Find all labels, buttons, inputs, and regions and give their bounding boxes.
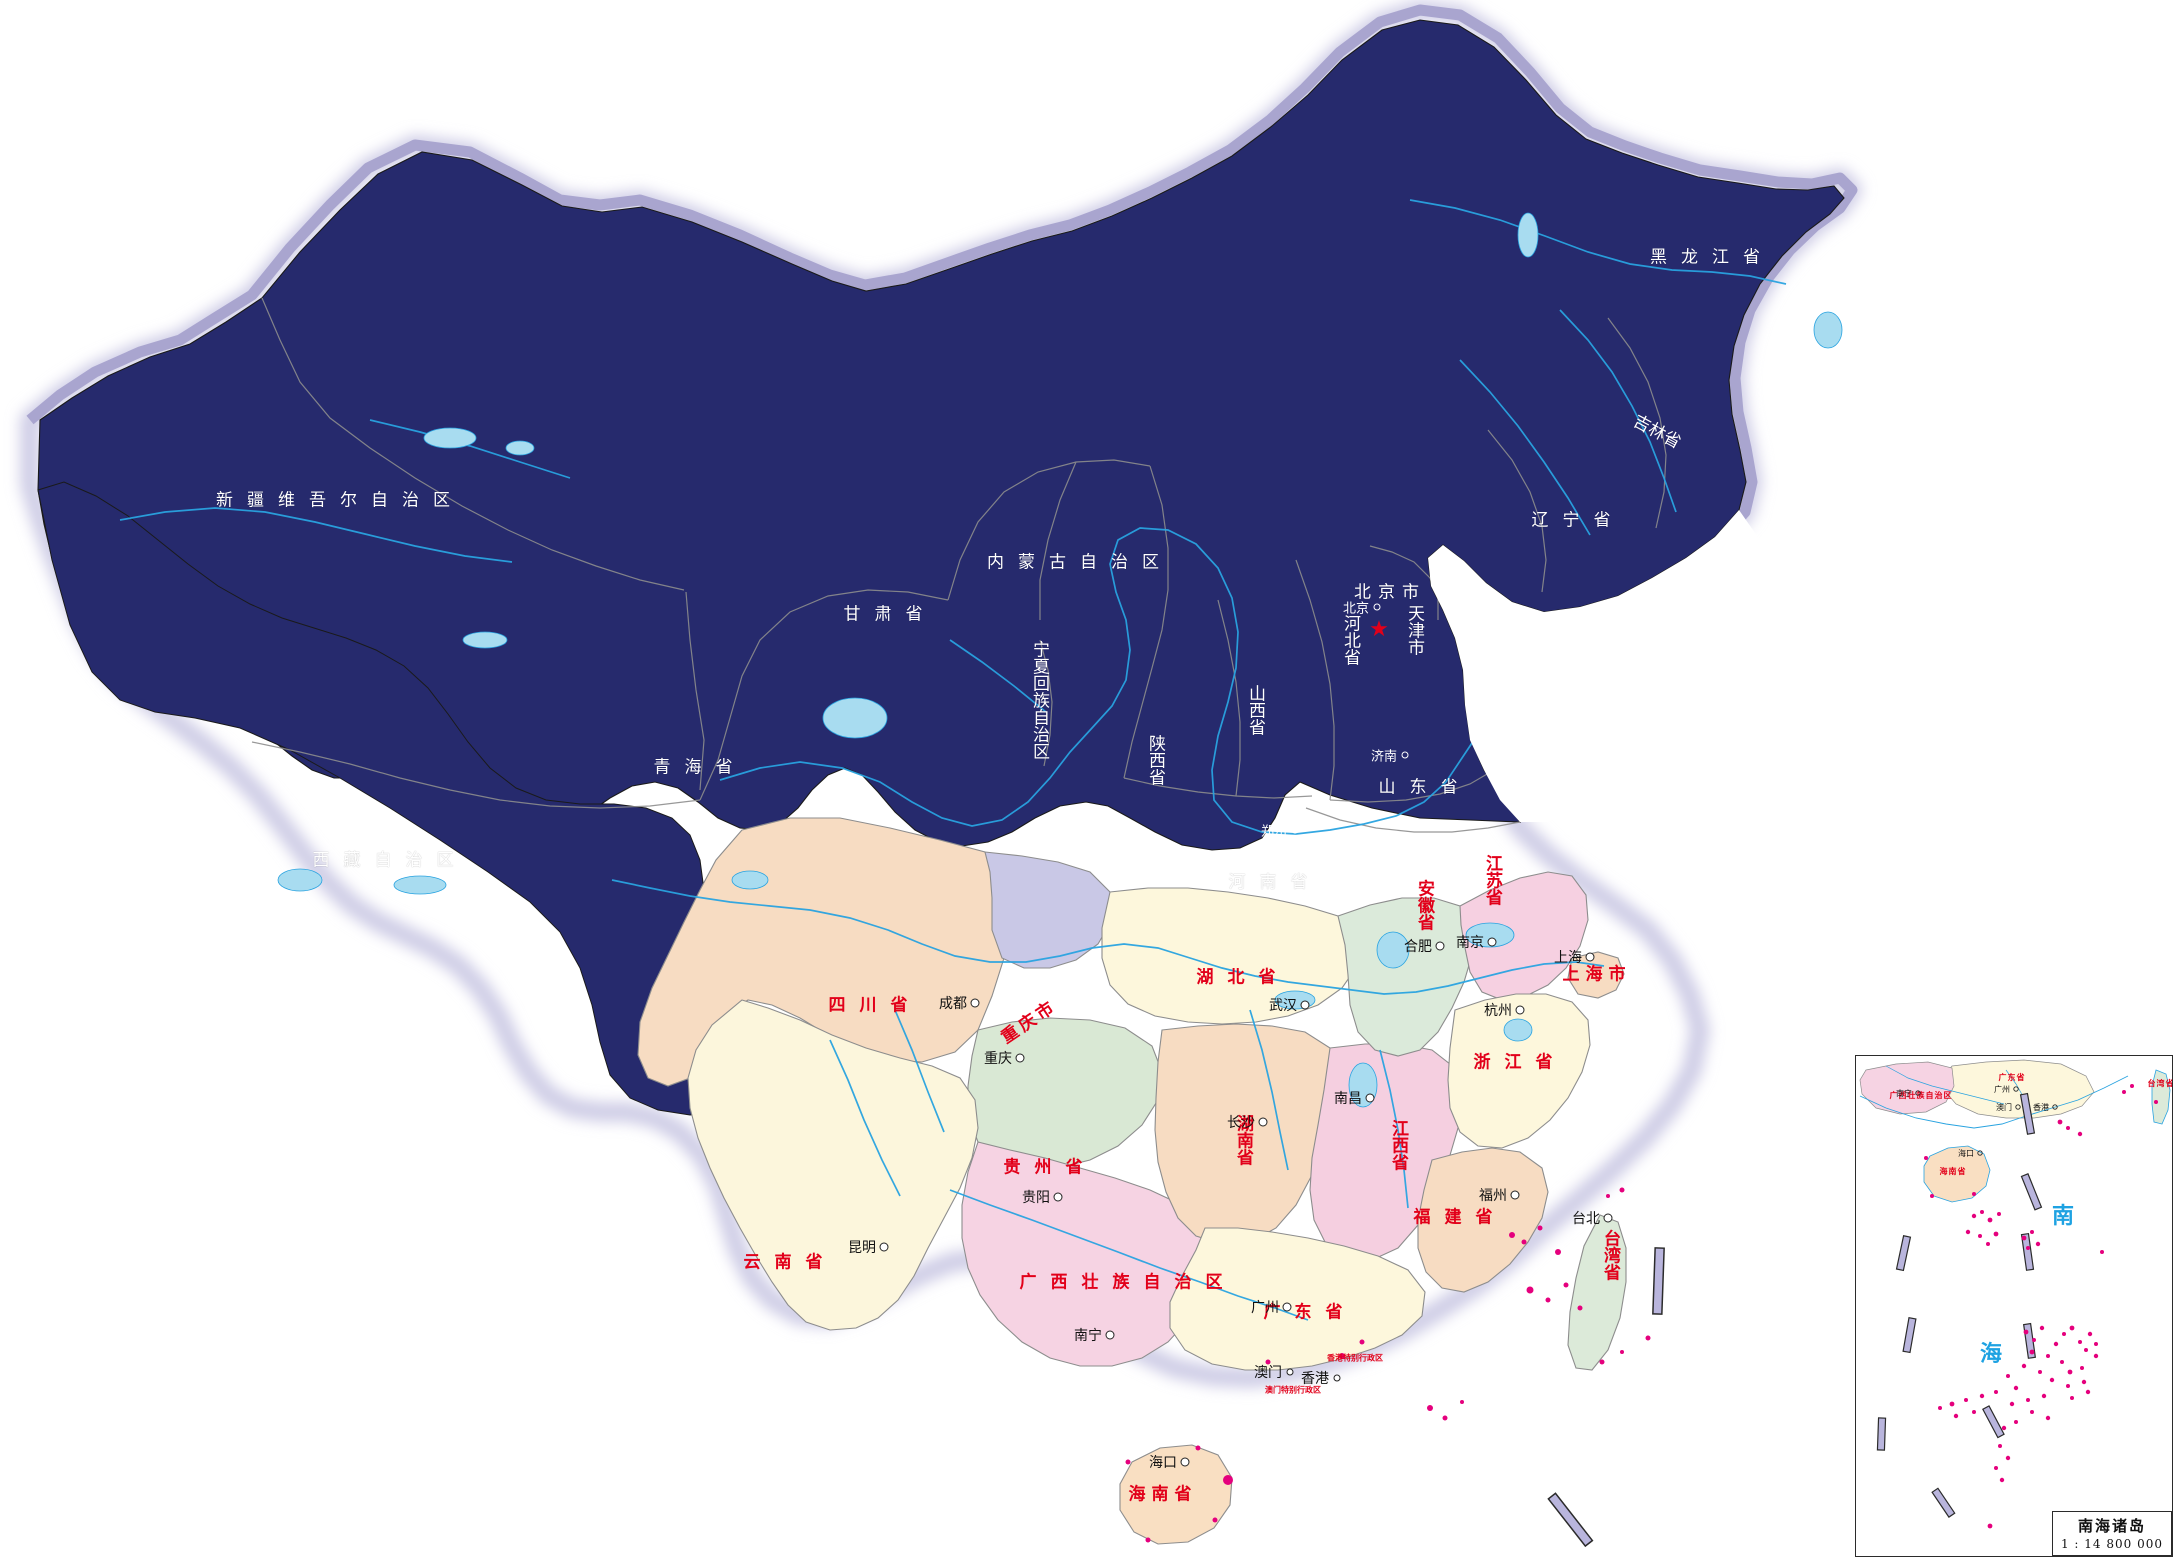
inset-city-dot-8 xyxy=(2015,1104,2021,1110)
inset-city-dot-9 xyxy=(2052,1104,2058,1110)
province-hainan xyxy=(1119,1444,1233,1545)
city-dot-13 xyxy=(1487,937,1497,947)
colored-provinces xyxy=(637,817,1627,1545)
inset-label-5: 台湾省 xyxy=(2148,1078,2173,1088)
inset-scale-text: 1 : 14 800 000 xyxy=(2060,1537,2163,1551)
inset-label-7: 广州 xyxy=(1994,1084,2010,1094)
inset-hainan xyxy=(1923,1145,1991,1203)
city-dot-3 xyxy=(1142,858,1150,866)
inset-label-1: 海 xyxy=(1980,1341,2002,1367)
city-dot-2 xyxy=(1291,826,1299,834)
city-dot-1 xyxy=(1401,751,1409,759)
city-dot-18 xyxy=(1603,1213,1613,1223)
inset-coast-line xyxy=(1859,1075,2129,1129)
province-hunan xyxy=(1154,1023,1339,1245)
city-dot-7 xyxy=(879,1242,889,1252)
inset-city-dot-10 xyxy=(1977,1150,1983,1156)
inset-label-2: 广东省 xyxy=(1999,1072,2026,1082)
internal-borders xyxy=(251,297,1667,833)
city-dot-0 xyxy=(1373,603,1381,611)
province-shanghai xyxy=(1567,951,1625,999)
city-dot-6 xyxy=(1053,1192,1063,1202)
coastline-sea xyxy=(1428,510,1760,822)
province-taiwan xyxy=(1567,1214,1627,1371)
city-dot-10 xyxy=(1258,1117,1268,1127)
city-dot-8 xyxy=(1105,1330,1115,1340)
inset-nine-dash-line xyxy=(1876,1092,2043,1518)
inset-label-8: 澳门 xyxy=(1996,1102,2012,1112)
city-dot-20 xyxy=(1286,1368,1294,1376)
inset-label-3: 广西壮族自治区 xyxy=(1890,1090,1953,1100)
lakes xyxy=(277,212,1843,1108)
city-dot-15 xyxy=(1510,1190,1520,1200)
inset-title-box: 南海诸岛 1 : 14 800 000 xyxy=(2051,1511,2172,1556)
city-dot-21 xyxy=(1333,1374,1341,1382)
inset-label-4: 海南省 xyxy=(1940,1166,1967,1176)
inset-city-dot-6 xyxy=(1915,1090,1921,1096)
inset-label-10: 海口 xyxy=(1958,1148,1974,1158)
city-dot-19 xyxy=(1180,1457,1190,1467)
province-chongqing xyxy=(984,851,1113,969)
province-anhui xyxy=(1337,897,1473,1057)
inset-city-dot-7 xyxy=(2013,1086,2019,1092)
city-dot-14 xyxy=(1515,1005,1525,1015)
inset-label-9: 香港 xyxy=(2033,1102,2049,1112)
inset-title-text: 南海诸岛 xyxy=(2077,1517,2146,1535)
city-dot-9 xyxy=(1300,1000,1310,1010)
city-dot-11 xyxy=(1365,1093,1375,1103)
city-dot-16 xyxy=(1282,1302,1292,1312)
province-guangdong xyxy=(1169,1227,1426,1371)
inset-label-0: 南 xyxy=(2052,1204,2074,1229)
province-jiangsu xyxy=(1459,871,1589,1001)
south-sea-island-dots xyxy=(1125,1187,1651,1543)
city-dot-5 xyxy=(1015,1053,1025,1063)
province-fujian xyxy=(1417,1147,1549,1293)
south-sea-inset-map: 南海 广东省广西壮族自治区海南省 台湾省南宁 广州澳门 香港海口 南海诸岛 1 : 14… xyxy=(1855,1055,2173,1557)
inset-rivers xyxy=(1885,1065,2025,1105)
inset-guangxi xyxy=(1859,1061,1955,1115)
province-guangxi xyxy=(961,1141,1213,1367)
inset-island-dots xyxy=(1924,1084,2158,1529)
province-hubei xyxy=(1101,887,1359,1025)
city-dot-4 xyxy=(970,998,980,1008)
inset-taiwan xyxy=(2151,1069,2171,1125)
province-zhejiang xyxy=(1447,993,1591,1149)
city-dot-17 xyxy=(1585,952,1595,962)
province-yunnan xyxy=(687,999,979,1331)
inset-label-6: 南宁 xyxy=(1896,1088,1912,1098)
city-dot-12 xyxy=(1435,941,1445,951)
rivers xyxy=(119,199,1787,1321)
province-guizhou xyxy=(967,1017,1163,1169)
